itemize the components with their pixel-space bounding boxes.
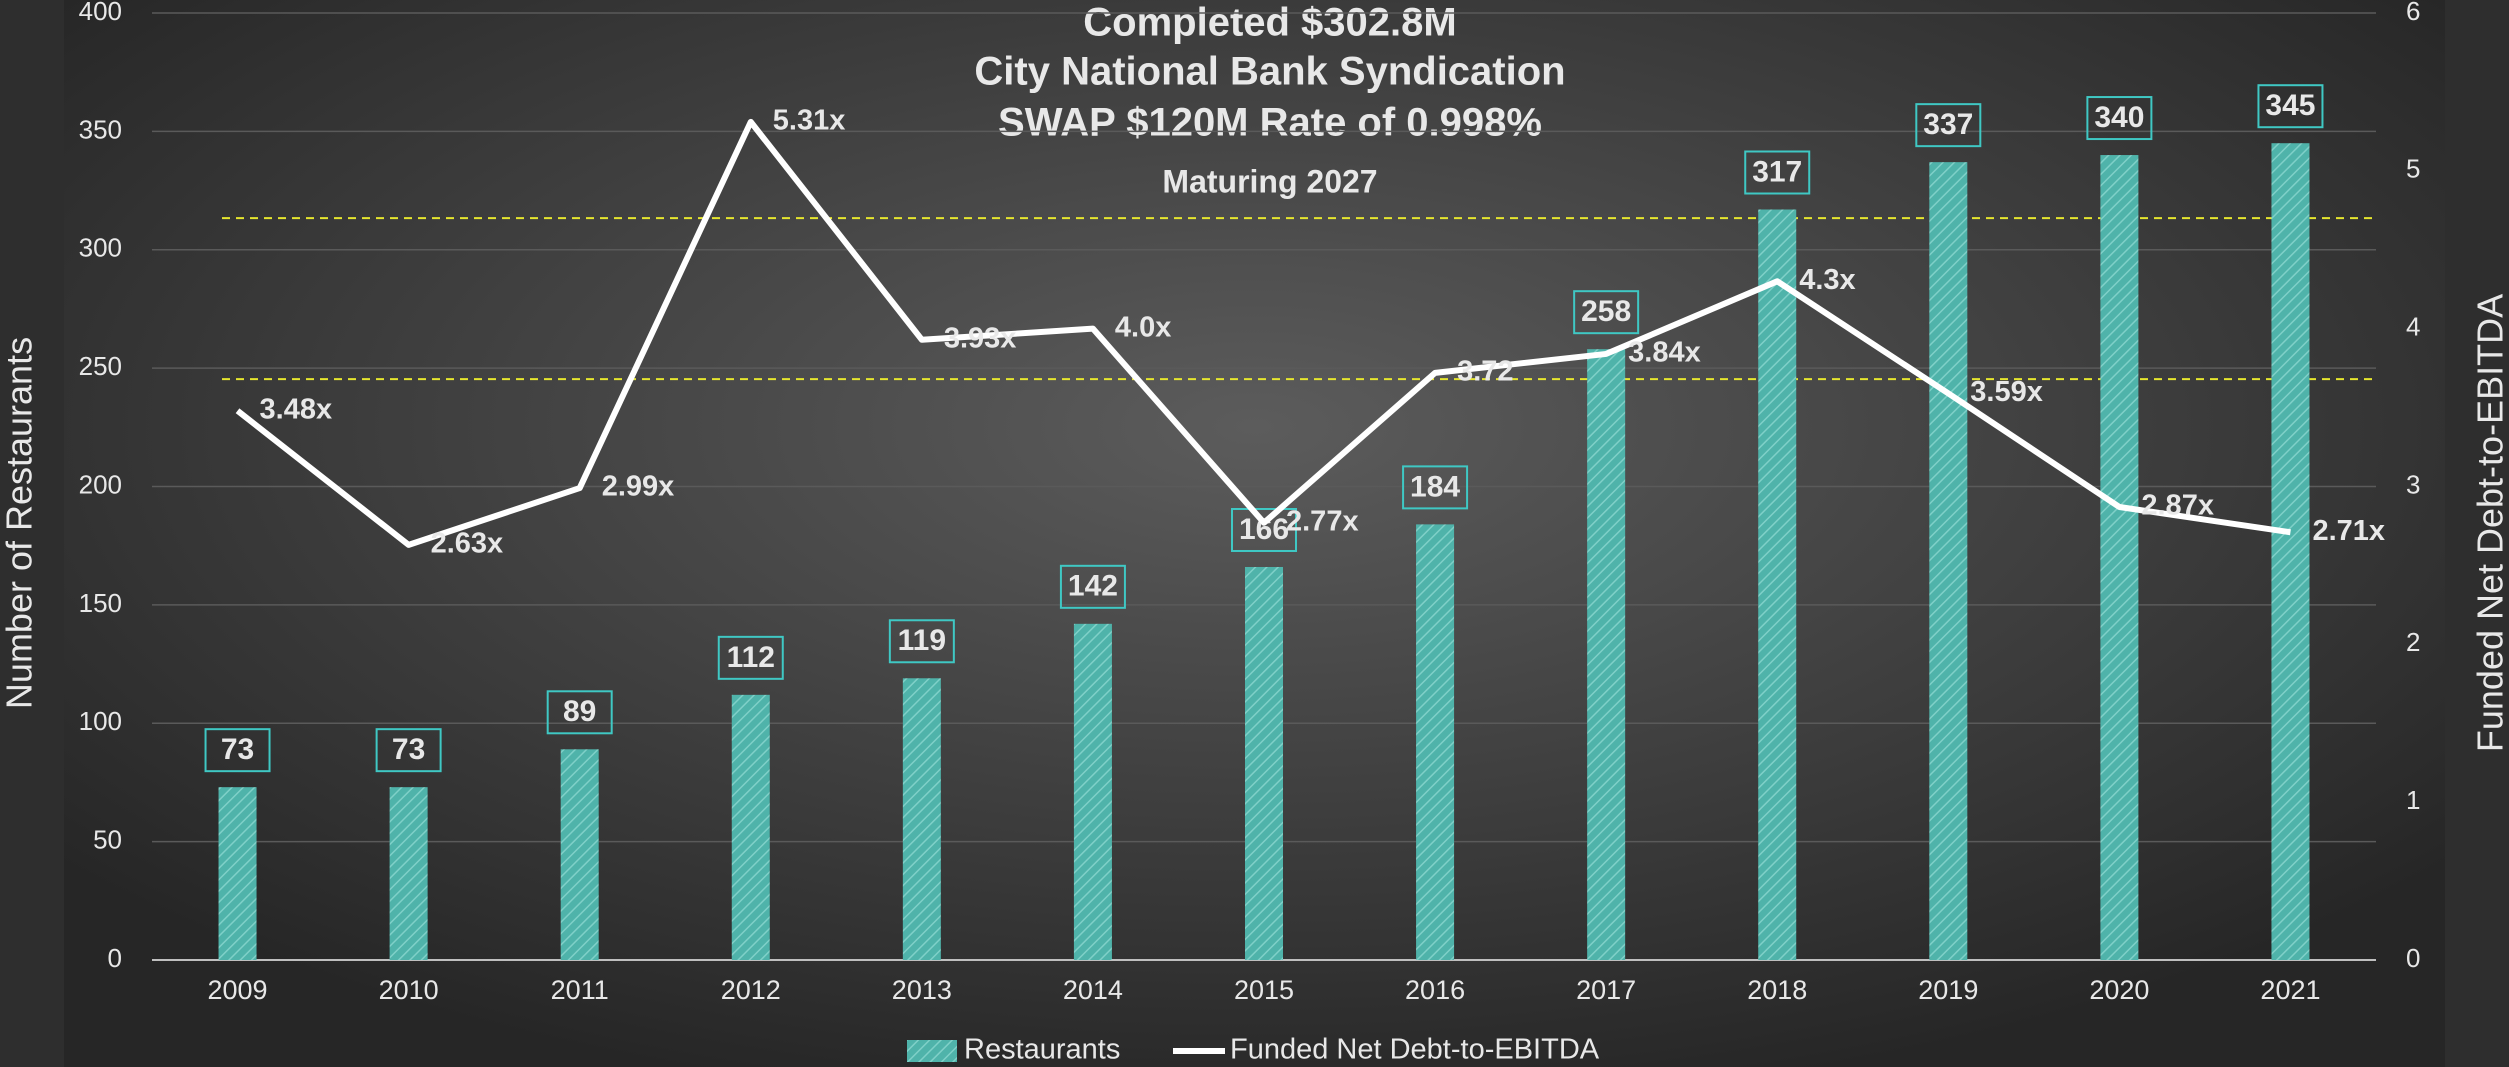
y-tick-label: 400 bbox=[79, 0, 122, 26]
bar bbox=[2100, 155, 2139, 961]
value-label-box bbox=[1573, 290, 1640, 335]
subtitle: City National Bank Syndication bbox=[974, 50, 1565, 94]
chart-title: Completed $302.8M bbox=[1083, 1, 1456, 45]
y-tick-label: 250 bbox=[79, 351, 122, 381]
value-label: 112 bbox=[727, 641, 775, 674]
line-value-label: 5.31x bbox=[773, 105, 846, 137]
bar bbox=[218, 787, 257, 960]
bar bbox=[1245, 566, 1283, 960]
y2-tick-label: 1 bbox=[2406, 785, 2420, 815]
line-value-label: 3.93x bbox=[944, 322, 1017, 354]
bar bbox=[1929, 162, 1968, 961]
y-tick-label: 100 bbox=[79, 706, 122, 736]
line-value-label: 2.77x bbox=[1286, 505, 1359, 537]
bar bbox=[1416, 524, 1455, 960]
x-tick-label: 2018 bbox=[1747, 975, 1807, 1005]
y-tick-label: 350 bbox=[79, 114, 122, 144]
value-label-box bbox=[1231, 507, 1297, 552]
bar bbox=[2271, 143, 2310, 960]
y-tick-label: 300 bbox=[79, 233, 122, 263]
legend-label: Restaurants bbox=[964, 1034, 1120, 1066]
x-tick-label: 2013 bbox=[892, 975, 952, 1005]
y-tick-label: 150 bbox=[79, 588, 122, 618]
line-value-label: 4.0x bbox=[1115, 311, 1171, 343]
value-label-box bbox=[204, 728, 271, 773]
line bbox=[235, 118, 2291, 548]
bar bbox=[1587, 349, 1626, 960]
value-label: 184 bbox=[1410, 470, 1460, 503]
legend-swatch bbox=[907, 1040, 957, 1062]
x-tick-label: 2012 bbox=[721, 975, 781, 1005]
value-label: 119 bbox=[898, 624, 946, 657]
y-tick-label: 0 bbox=[108, 943, 122, 973]
x-tick-label: 2010 bbox=[379, 975, 439, 1005]
line-value-label: 2.63x bbox=[431, 528, 504, 560]
value-label: 73 bbox=[221, 733, 254, 766]
value-label-box bbox=[2257, 84, 2324, 129]
line-value-label: 4.3x bbox=[1799, 264, 1855, 296]
x-tick-label: 2011 bbox=[551, 975, 609, 1005]
bar bbox=[560, 749, 599, 960]
x-tick-label: 2019 bbox=[1918, 975, 1978, 1005]
bar bbox=[389, 787, 428, 960]
line-value-label: 2.99x bbox=[602, 471, 675, 503]
value-label: 340 bbox=[2094, 101, 2144, 134]
x-tick-label: 2020 bbox=[2089, 975, 2149, 1005]
bar bbox=[731, 694, 770, 960]
y-tick-label: 200 bbox=[79, 469, 122, 499]
line-value-label: 3.72 bbox=[1457, 356, 1513, 388]
y2-tick-label: 5 bbox=[2406, 154, 2420, 184]
value-label-box bbox=[1915, 103, 1982, 148]
value-label-box bbox=[1402, 465, 1469, 510]
value-label: 166 bbox=[1239, 513, 1289, 546]
x-tick-label: 2016 bbox=[1405, 975, 1465, 1005]
subtitle: SWAP $120M Rate of 0.998% bbox=[998, 101, 1542, 145]
y2-tick-label: 4 bbox=[2406, 312, 2420, 342]
value-label: 89 bbox=[563, 695, 596, 728]
x-tick-label: 2015 bbox=[1234, 975, 1294, 1005]
value-label: 258 bbox=[1581, 295, 1631, 328]
annotation: Maturing 2027 bbox=[1162, 163, 1377, 199]
x-tick-label: 2017 bbox=[1576, 975, 1636, 1005]
line-value-label: 3.48x bbox=[260, 393, 333, 425]
x-tick-label: 2021 bbox=[2260, 975, 2320, 1005]
value-label: 345 bbox=[2265, 89, 2315, 122]
value-label: 337 bbox=[1923, 108, 1973, 141]
legend-label: Funded Net Debt-to-EBITDA bbox=[1230, 1034, 1600, 1066]
y-tick-label: 50 bbox=[93, 825, 122, 855]
y2-tick-label: 6 bbox=[2406, 0, 2420, 26]
value-label-box bbox=[375, 728, 442, 773]
line-value-label: 3.59x bbox=[1970, 376, 2043, 408]
y2-axis-label: Funded Net Debt-to-EBITDA bbox=[2470, 294, 2509, 752]
value-label-box bbox=[717, 635, 784, 680]
y2-tick-label: 0 bbox=[2406, 943, 2420, 973]
line-value-label: 2.87x bbox=[2141, 490, 2214, 522]
y-axis-label: Number of Restaurants bbox=[0, 337, 40, 709]
value-label-box bbox=[888, 619, 955, 664]
y2-tick-label: 3 bbox=[2406, 469, 2420, 499]
value-label-box bbox=[546, 690, 613, 735]
x-tick-label: 2009 bbox=[207, 975, 267, 1005]
value-label: 317 bbox=[1752, 155, 1802, 188]
value-label: 73 bbox=[392, 733, 425, 766]
value-label-box bbox=[1059, 564, 1126, 609]
value-label-box bbox=[1744, 150, 1811, 195]
value-label-box bbox=[2086, 96, 2153, 141]
value-label: 142 bbox=[1068, 570, 1118, 603]
y2-tick-label: 2 bbox=[2406, 627, 2420, 657]
line-value-label: 2.71x bbox=[2312, 515, 2385, 547]
bar bbox=[902, 678, 941, 960]
line-value-label: 3.84x bbox=[1628, 337, 1701, 369]
x-tick-label: 2014 bbox=[1063, 975, 1123, 1005]
bar bbox=[1073, 623, 1112, 960]
bar bbox=[1758, 209, 1797, 960]
